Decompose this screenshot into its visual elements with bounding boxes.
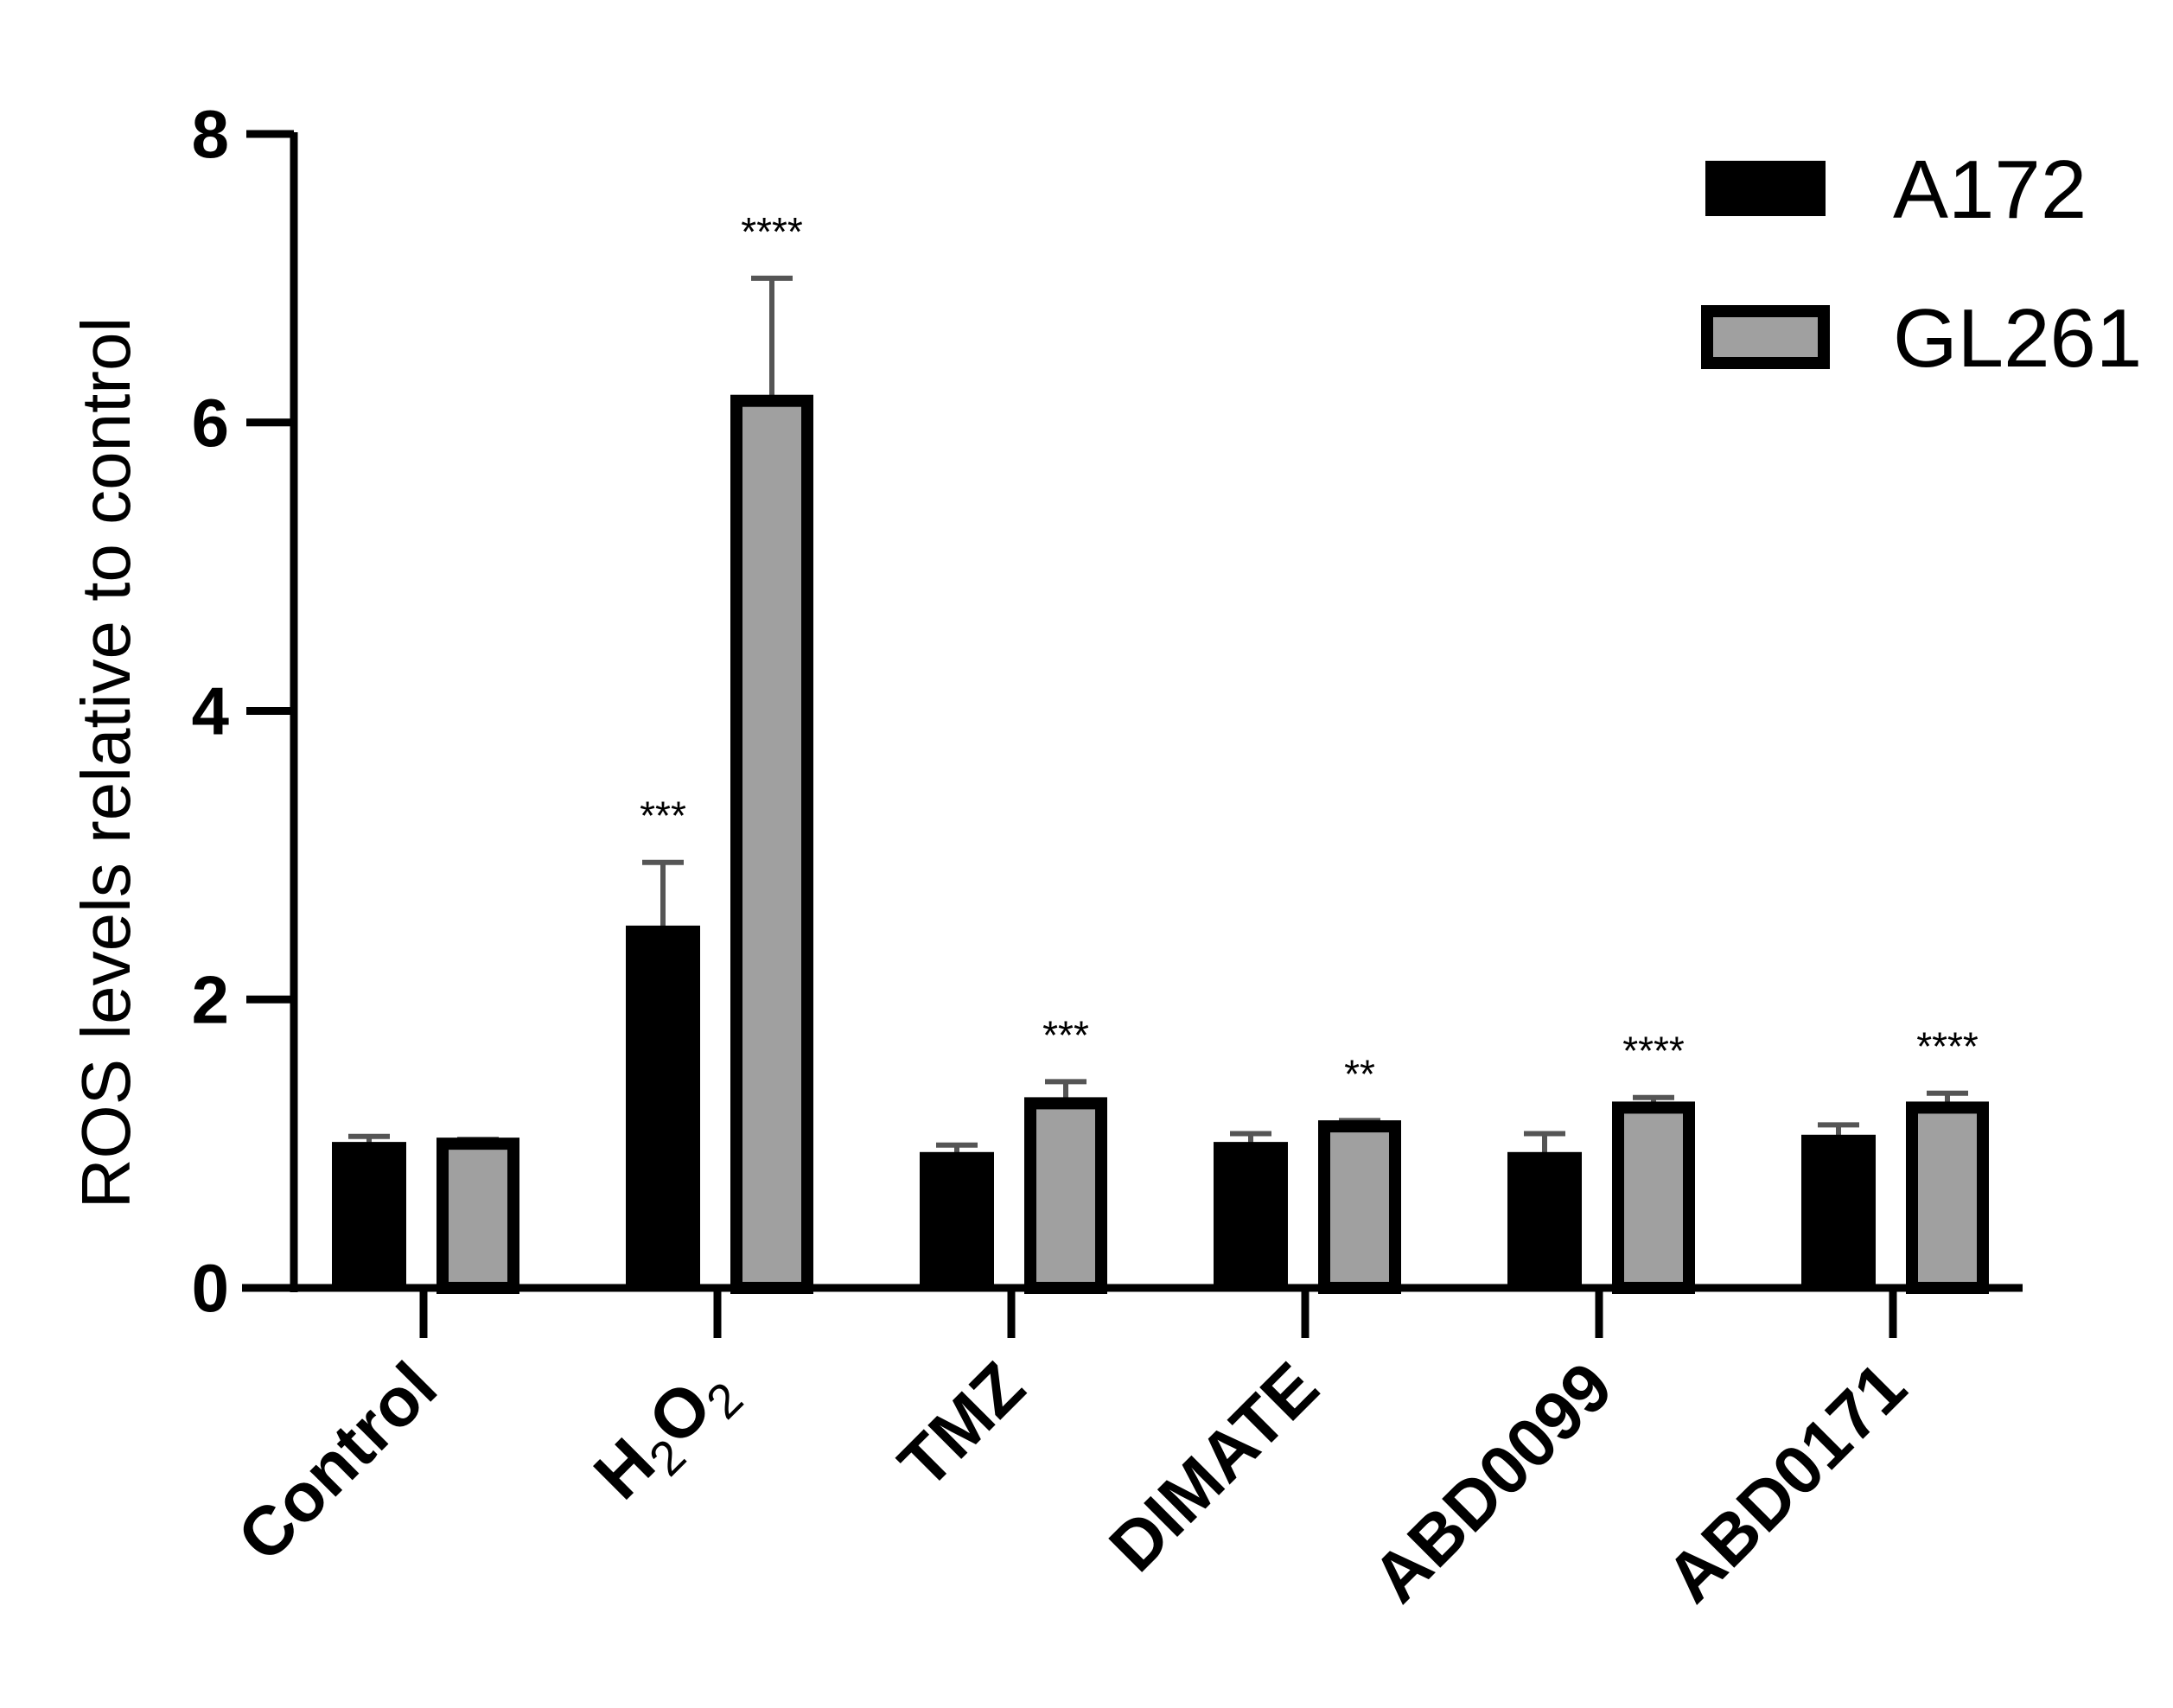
legend: A172 GL261 (1701, 143, 2142, 385)
x-tick-label-part: ABD0171 (1652, 1348, 1921, 1616)
legend-swatch-a172 (1705, 161, 1826, 216)
x-tick-label: H2O2 (579, 1348, 753, 1521)
x-tick-label-part: TMZ (884, 1348, 1039, 1502)
x-tick-label: ABD0099 (1358, 1348, 1627, 1616)
y-tick-label: 4 (192, 673, 229, 749)
x-tick-label: DIMATE (1094, 1348, 1333, 1586)
bar-a172-5 (1801, 1134, 1876, 1290)
significance-label: **** (1916, 1024, 1979, 1069)
y-tick-label: 8 (192, 96, 229, 172)
bar-a172-4 (1507, 1151, 1582, 1291)
legend-label-a172: A172 (1893, 143, 2087, 236)
x-tick-label: Control (223, 1348, 451, 1576)
significance-label: **** (1622, 1029, 1685, 1074)
x-tick-label: ABD0171 (1652, 1348, 1921, 1616)
bar-a172-0 (332, 1142, 406, 1290)
bar-gl261-3 (1318, 1120, 1401, 1294)
bar-gl261-2 (1024, 1097, 1107, 1295)
legend-label-gl261: GL261 (1893, 292, 2142, 385)
y-tick-label: 0 (192, 1250, 229, 1326)
bar-a172-3 (1214, 1142, 1288, 1290)
x-tick-label-part: ABD0099 (1358, 1348, 1627, 1616)
y-axis-label: ROS levels relative to control (67, 317, 144, 1209)
x-tick-label: TMZ (884, 1348, 1039, 1502)
y-tick-label: 2 (192, 961, 229, 1037)
significance-label: ** (1344, 1051, 1375, 1096)
bar-gl261-0 (437, 1138, 519, 1294)
x-tick-label-part: DIMATE (1094, 1348, 1333, 1586)
bar-gl261-4 (1612, 1101, 1695, 1294)
significance-label: *** (640, 793, 686, 838)
bars: **************** **** (332, 209, 1989, 1295)
significance-label: *** (1042, 1012, 1089, 1057)
bar-gl261-1 (730, 394, 813, 1294)
significance-label: **** (741, 209, 803, 254)
y-tick-label: 6 (192, 385, 229, 461)
bar-a172-2 (920, 1151, 994, 1291)
bar-a172-1 (626, 925, 700, 1290)
legend-swatch-gl261 (1701, 305, 1830, 369)
bar-gl261-5 (1906, 1101, 1989, 1294)
x-tick-label-part: Control (223, 1348, 451, 1576)
